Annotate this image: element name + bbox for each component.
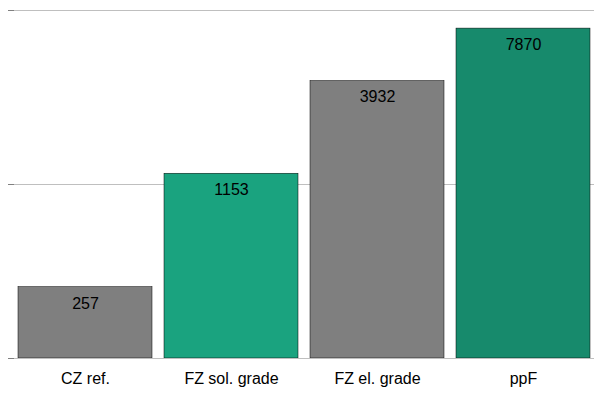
svg-text:FZ sol. grade: FZ sol. grade [184, 370, 278, 387]
svg-text:1153: 1153 [214, 181, 249, 198]
svg-text:FZ el. grade: FZ el. grade [334, 370, 420, 387]
svg-text:CZ ref.: CZ ref. [61, 370, 110, 387]
svg-text:7870: 7870 [506, 36, 542, 53]
svg-text:257: 257 [72, 295, 99, 312]
svg-text:3932: 3932 [360, 88, 396, 105]
svg-text:ppF: ppF [510, 370, 538, 387]
